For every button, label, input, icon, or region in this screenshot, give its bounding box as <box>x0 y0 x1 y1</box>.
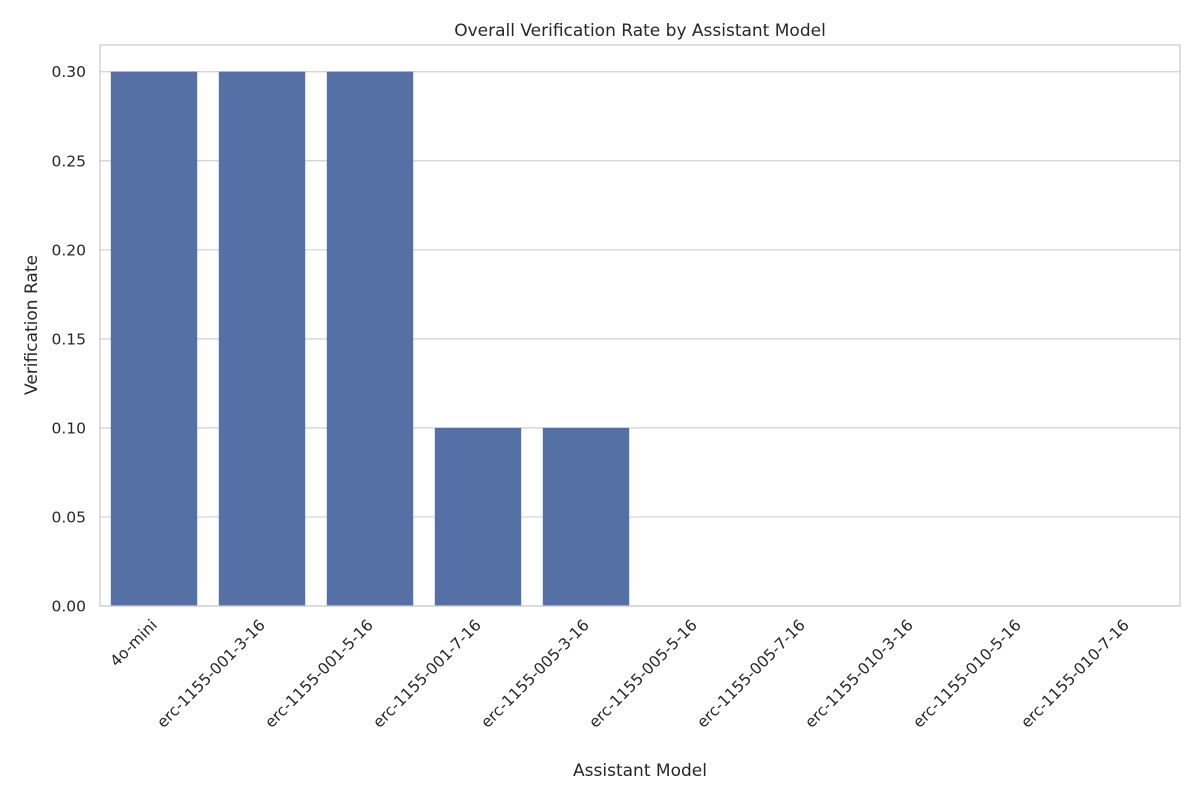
y-tick-label: 0.15 <box>51 330 86 348</box>
x-tick-label: erc-1155-005-3-16 <box>478 616 593 731</box>
x-tick-label: erc-1155-010-7-16 <box>1018 616 1133 731</box>
bar-erc-1155-001-5-16 <box>326 71 414 606</box>
bar-erc-1155-005-3-16 <box>542 427 630 606</box>
x-tick-labels: 4o-minierc-1155-001-3-16erc-1155-001-5-1… <box>107 616 1133 731</box>
plot-frame <box>99 44 1181 607</box>
x-tick-label: erc-1155-001-3-16 <box>154 616 269 731</box>
x-tick-label: erc-1155-005-7-16 <box>694 616 809 731</box>
y-tick-label: 0.00 <box>51 598 86 616</box>
y-tick-label: 0.10 <box>51 419 86 437</box>
y-axis-label: Verification Rate <box>22 255 42 395</box>
bar-erc-1155-001-7-16 <box>434 427 522 606</box>
x-tick-label: erc-1155-010-3-16 <box>802 616 917 731</box>
y-tick-label: 0.20 <box>51 241 86 259</box>
x-tick-label: erc-1155-010-5-16 <box>910 616 1025 731</box>
x-tick-label: 4o-mini <box>107 616 161 670</box>
bar-erc-1155-001-3-16 <box>218 71 306 606</box>
y-tick-labels: 0.00 0.05 0.10 0.15 0.20 0.25 0.30 <box>51 63 86 615</box>
x-tick-label: erc-1155-005-5-16 <box>586 616 701 731</box>
x-axis-label: Assistant Model <box>573 761 707 781</box>
x-tick-label: erc-1155-001-7-16 <box>370 616 485 731</box>
chart-title: Overall Verification Rate by Assistant M… <box>454 21 826 41</box>
y-tick-label: 0.25 <box>51 152 86 170</box>
x-tick-label: erc-1155-001-5-16 <box>262 616 377 731</box>
y-tick-label: 0.30 <box>51 63 86 81</box>
y-tick-label: 0.05 <box>51 508 86 526</box>
bar-4o-mini <box>110 71 198 606</box>
bars <box>110 71 630 606</box>
